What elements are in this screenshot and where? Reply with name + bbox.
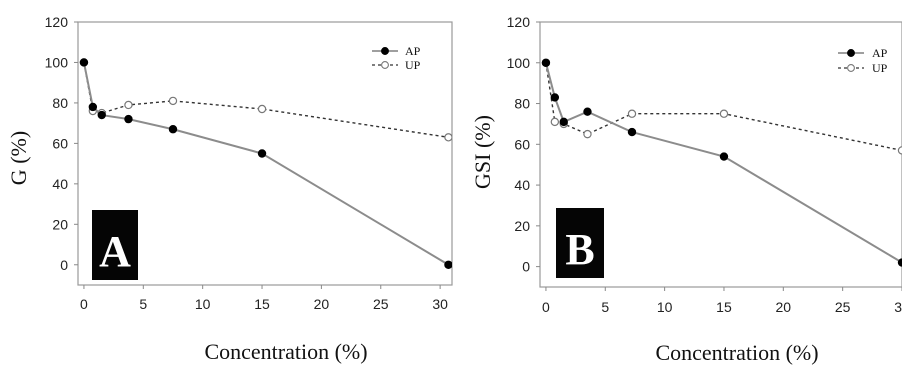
x-tick-label: 30: [432, 296, 448, 312]
x-tick-label: 25: [835, 299, 851, 315]
y-tick-label: 80: [52, 95, 68, 111]
legend-label-ap: AP: [405, 44, 421, 58]
data-point-ap: [97, 110, 106, 120]
legend-marker-ap: [847, 49, 855, 57]
legend-marker-up: [381, 61, 389, 69]
y-axis-title: G (%): [6, 131, 31, 185]
x-tick-label: 10: [657, 299, 673, 315]
x-tick-label: 10: [195, 296, 211, 312]
data-point-ap: [124, 114, 133, 124]
legend-label-up: UP: [405, 58, 421, 72]
y-tick-label: 40: [514, 177, 530, 193]
y-tick-label: 20: [52, 216, 68, 232]
data-point-ap: [168, 125, 178, 134]
data-point-up: [444, 133, 452, 142]
x-tick-label: 0: [542, 299, 550, 315]
data-point-up: [627, 109, 637, 118]
data-point-up: [168, 96, 178, 106]
y-tick-label: 60: [514, 136, 530, 152]
y-tick-label: 60: [52, 135, 68, 151]
data-point-up: [124, 100, 133, 110]
data-point-ap: [719, 152, 729, 161]
legend-marker-up: [847, 64, 855, 72]
panel-badge: B: [556, 208, 604, 278]
data-point-ap: [550, 93, 560, 102]
y-tick-label: 120: [507, 14, 531, 30]
y-tick-label: 80: [514, 96, 530, 112]
series-line-up: [83, 62, 449, 139]
chart-panel-b: 0 20 40 60 80 100 120 0 5 10 15 20 25 30 GSI (%) Concen…: [470, 14, 902, 365]
panel-badge-label: A: [99, 227, 131, 276]
legend-label-ap: AP: [872, 46, 888, 60]
panel-badge: A: [92, 210, 138, 280]
legend-marker-ap: [381, 47, 389, 55]
data-point-ap: [79, 58, 89, 67]
x-axis-title: Concentration (%): [655, 340, 818, 365]
y-tick-label: 100: [45, 54, 69, 70]
panel-badge-box: [92, 210, 138, 280]
data-point-up: [583, 129, 592, 139]
y-tick-label: 120: [45, 14, 69, 30]
data-point-ap: [559, 117, 568, 127]
y-tick-label: 0: [522, 259, 530, 275]
data-point-ap: [257, 149, 267, 158]
plot-area: [541, 58, 902, 267]
x-tick-label: 20: [314, 296, 330, 312]
series-line-up: [545, 62, 902, 152]
x-axis-title: Concentration (%): [204, 339, 367, 364]
y-tick-label: 0: [60, 257, 68, 273]
data-point-ap: [541, 58, 551, 67]
plot-frame: [77, 21, 453, 286]
plot-frame: [539, 21, 902, 288]
chart-panel-a: 0 20 40 60 80 100 120 0 5 10 15 20 25 30 G (%) Concentr…: [6, 14, 453, 364]
data-point-ap: [627, 127, 637, 137]
y-tick-label: 100: [507, 55, 531, 71]
x-tick-label: 15: [716, 299, 732, 315]
x-tick-label: 20: [776, 299, 792, 315]
data-point-ap: [897, 258, 902, 267]
x-tick-label: 5: [139, 296, 147, 312]
x-tick-label: 30: [894, 299, 902, 315]
plot-area: [79, 58, 452, 269]
series-line-ap: [82, 62, 449, 266]
data-point-ap: [583, 107, 592, 116]
data-point-up: [897, 146, 902, 155]
data-point-ap: [444, 260, 452, 269]
y-tick-label: 40: [52, 176, 68, 192]
x-tick-label: 15: [254, 296, 270, 312]
y-tick-label: 20: [514, 218, 530, 234]
x-tick-label: 5: [601, 299, 609, 315]
y-axis-title: GSI (%): [470, 115, 495, 189]
data-point-up: [257, 104, 267, 114]
x-tick-label: 25: [373, 296, 389, 312]
panel-badge-box: [556, 208, 604, 278]
x-tick-label: 0: [80, 296, 88, 312]
data-point-up: [719, 109, 729, 118]
data-point-up: [550, 117, 560, 127]
legend-label-up: UP: [872, 61, 888, 75]
panel-badge-label: B: [565, 225, 594, 274]
data-point-ap: [88, 102, 98, 112]
